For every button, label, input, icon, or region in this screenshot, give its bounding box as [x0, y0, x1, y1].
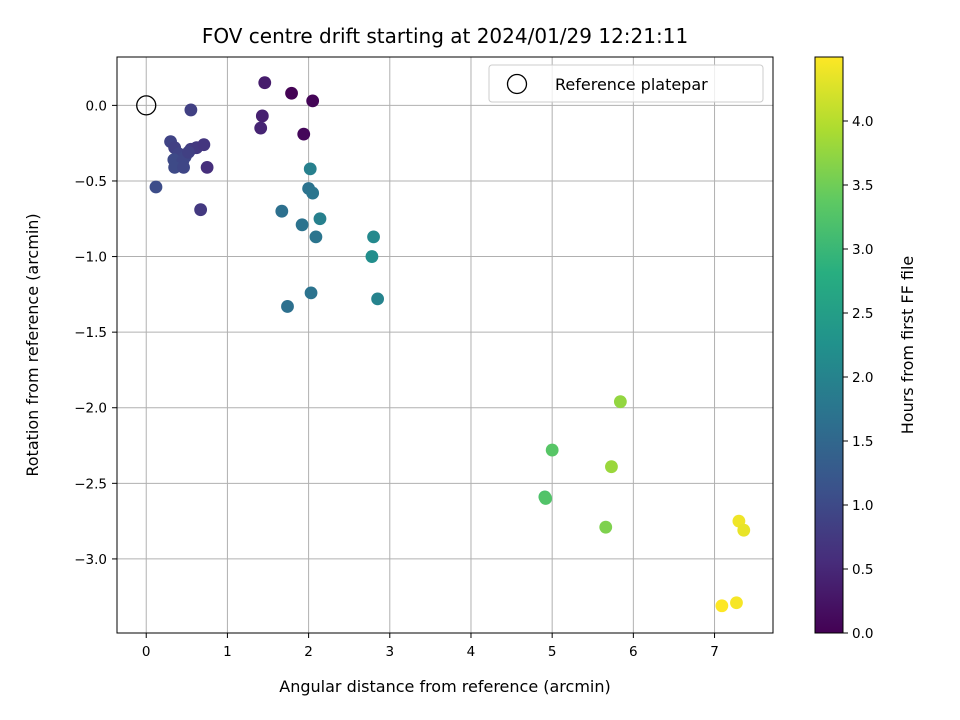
colorbar-gradient — [815, 57, 843, 633]
data-point — [313, 212, 327, 226]
colorbar-frame — [814, 56, 844, 634]
legend-label-reference: Reference platepar — [555, 75, 708, 94]
colorbar-tick-label: 2.0 — [852, 370, 873, 386]
y-tick-label: −2.0 — [74, 401, 107, 417]
data-point — [306, 94, 320, 108]
data-point — [295, 218, 309, 232]
data-point — [200, 160, 214, 174]
plot-frame — [116, 56, 774, 634]
x-tick-label: 5 — [548, 644, 557, 660]
legend-box — [488, 64, 764, 103]
data-point — [304, 286, 318, 300]
data-point — [194, 203, 208, 217]
y-tick-label: −2.5 — [74, 476, 107, 492]
x-axis-label: Angular distance from reference (arcmin) — [279, 677, 610, 696]
data-point — [545, 443, 559, 457]
colorbar: 0.0 0.5 1.0 1.5 2.0 2.5 3.0 3.5 4.0 Hours from f… — [814, 56, 917, 642]
data-point — [297, 127, 311, 141]
x-tick-label: 0 — [142, 644, 151, 660]
x-tick-label: 7 — [710, 644, 719, 660]
data-points — [149, 76, 751, 613]
data-point — [275, 204, 289, 218]
legend: Reference platepar — [488, 64, 764, 103]
data-point — [177, 160, 190, 174]
plot-area — [117, 57, 773, 633]
data-point — [367, 230, 380, 244]
y-tick-label: −1.0 — [74, 250, 107, 266]
data-point — [182, 145, 195, 159]
colorbar-tick-label: 3.0 — [852, 242, 873, 258]
data-point — [149, 180, 163, 194]
colorbar-tick-label: 0.0 — [852, 626, 873, 642]
data-point — [365, 250, 379, 263]
data-point — [281, 300, 294, 313]
colorbar-tick-label: 2.5 — [852, 306, 873, 322]
data-point — [285, 86, 298, 100]
data-point — [730, 596, 743, 610]
colorbar-tick-label: 1.5 — [852, 434, 873, 450]
y-tick-label: −3.0 — [74, 552, 107, 568]
colorbar-tick-label: 4.0 — [852, 114, 873, 130]
data-point — [371, 292, 385, 306]
colorbar-tick-label: 0.5 — [852, 562, 873, 578]
data-point — [309, 230, 323, 244]
x-tick-label: 1 — [223, 644, 232, 660]
y-axis-ticks: 0.0 −0.5 −1.0 −1.5 −2.0 −2.5 −3.0 — [74, 98, 117, 568]
data-point — [255, 109, 269, 123]
data-point — [303, 162, 317, 176]
data-point — [599, 520, 613, 534]
data-point — [254, 121, 268, 135]
data-point — [737, 523, 751, 537]
chart-title: FOV centre drift starting at 2024/01/29 … — [202, 24, 688, 48]
data-point — [306, 186, 320, 200]
data-point — [605, 460, 618, 474]
data-point — [613, 395, 627, 409]
data-point — [197, 138, 211, 152]
reference-marker — [136, 95, 157, 116]
x-tick-label: 6 — [629, 644, 638, 660]
colorbar-tick-label: 3.5 — [852, 178, 873, 194]
data-point — [168, 160, 182, 174]
colorbar-ticks: 0.0 0.5 1.0 1.5 2.0 2.5 3.0 3.5 4.0 — [843, 114, 873, 642]
y-tick-label: −0.5 — [74, 174, 107, 190]
data-point — [184, 103, 198, 117]
data-point — [715, 599, 729, 613]
x-tick-label: 3 — [385, 644, 394, 660]
data-point — [258, 76, 272, 90]
colorbar-label: Hours from first FF file — [898, 256, 917, 435]
colorbar-tick-label: 1.0 — [852, 498, 873, 514]
x-tick-label: 4 — [467, 644, 476, 660]
y-tick-label: 0.0 — [86, 98, 107, 114]
x-axis-ticks: 0 1 2 3 4 5 6 7 — [142, 633, 719, 660]
legend-reference-marker — [506, 73, 528, 95]
y-axis-label: Rotation from reference (arcmin) — [23, 213, 42, 476]
x-tick-label: 2 — [304, 644, 313, 660]
grid-lines — [117, 57, 773, 633]
data-point — [539, 492, 553, 505]
y-tick-label: −1.5 — [74, 325, 107, 341]
